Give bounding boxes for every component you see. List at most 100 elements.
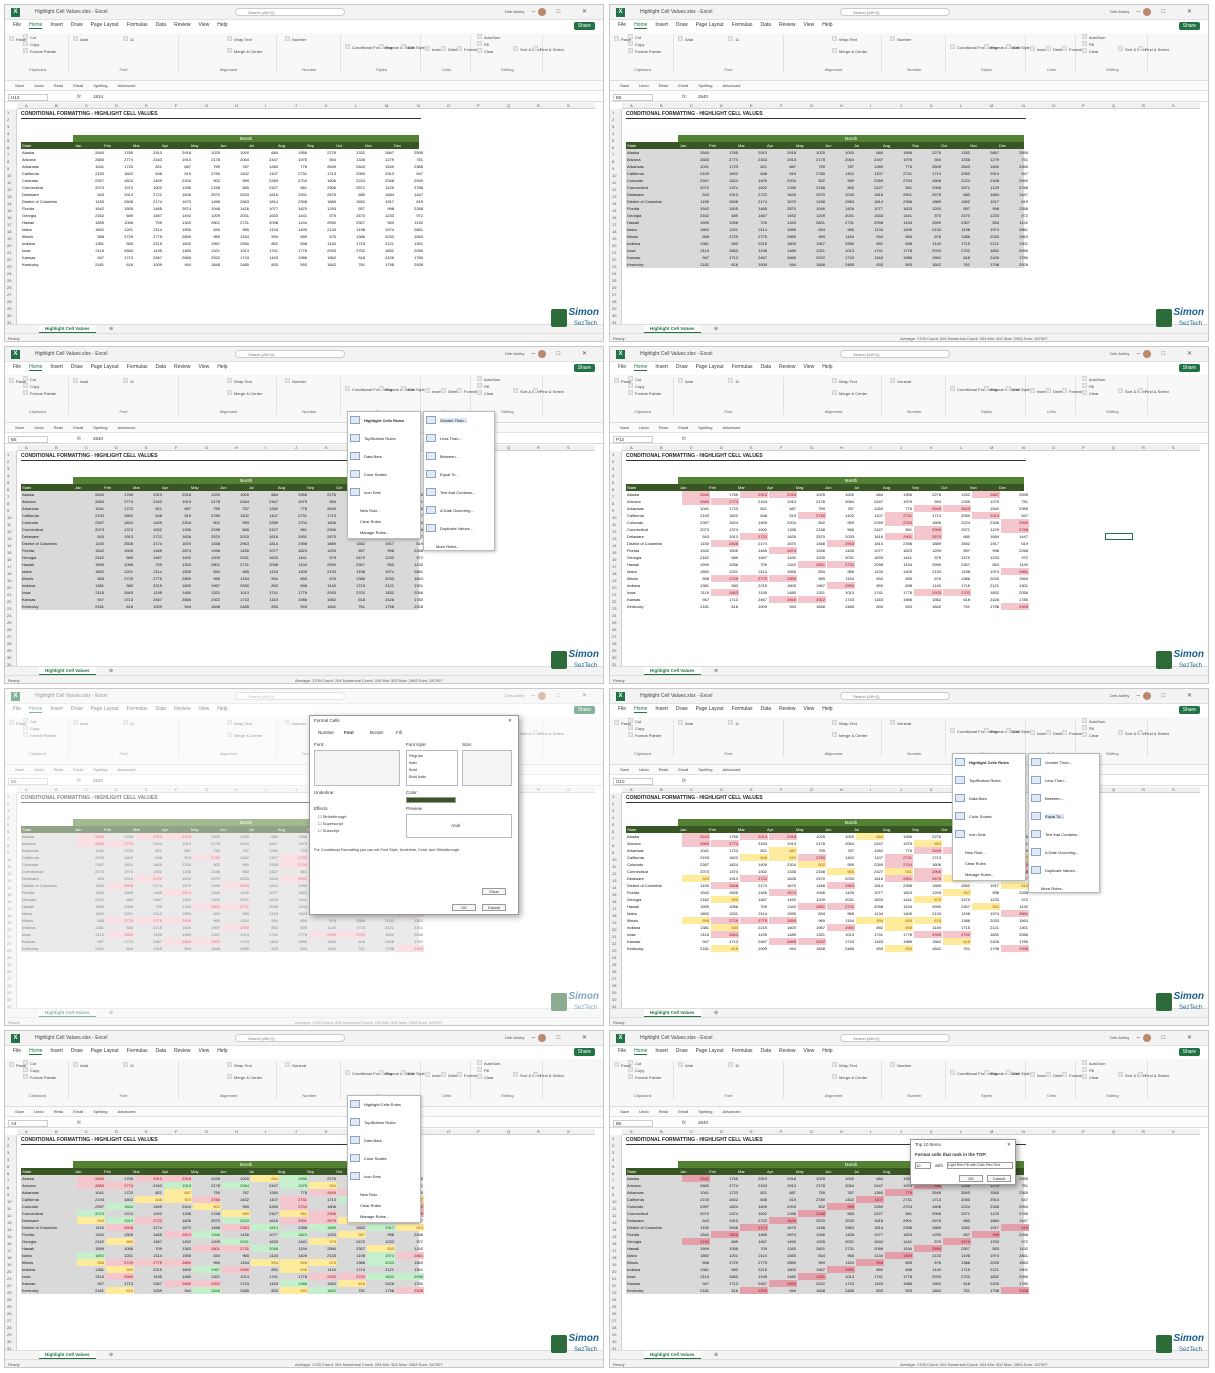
value-cell[interactable]: 2348 <box>990 178 999 183</box>
value-cell[interactable]: 1616 <box>269 192 278 197</box>
value-cell[interactable]: 1889 <box>932 1225 941 1230</box>
value-cell[interactable]: 2874 <box>787 206 796 211</box>
column-header[interactable]: R <box>537 445 540 450</box>
format-as-table-button[interactable]: Format as Table <box>991 45 1020 50</box>
value-cell[interactable]: 1195 <box>153 590 162 595</box>
ok-button[interactable]: OK <box>452 904 476 911</box>
cell-styles-button[interactable]: Cell Styles <box>408 387 427 392</box>
value-cell[interactable]: 2163 <box>153 1183 162 1188</box>
value-cell[interactable]: 2702 <box>943 589 971 596</box>
clear-button[interactable]: Clear <box>1089 1075 1099 1080</box>
value-cell[interactable]: 554 <box>329 157 336 162</box>
value-cell[interactable]: 2859 <box>769 917 797 924</box>
qat-redo[interactable]: Redo <box>53 767 64 772</box>
value-cell[interactable]: 1633 <box>269 213 278 218</box>
qat-save[interactable]: Save <box>15 83 25 88</box>
value-cell[interactable]: 759 <box>818 506 825 511</box>
column-header[interactable]: S <box>1172 787 1175 792</box>
value-cell[interactable]: 616 <box>731 262 738 267</box>
state-cell[interactable]: District of Columbia <box>22 1225 57 1230</box>
value-cell[interactable]: 751 <box>1021 499 1028 504</box>
state-cell[interactable]: Arkansas <box>22 848 39 853</box>
row-header[interactable]: 30 <box>7 1339 12 1344</box>
value-cell[interactable]: 2398 <box>903 541 912 546</box>
value-cell[interactable]: 1381 <box>95 1267 104 1272</box>
value-cell[interactable]: 1505 <box>729 548 738 553</box>
delete-cells-button[interactable]: Delete <box>1053 731 1065 736</box>
value-cell[interactable]: 1606 <box>327 178 336 183</box>
format-as-table-button[interactable]: Format as Table <box>386 1071 415 1076</box>
value-cell[interactable]: 2906 <box>327 527 336 532</box>
value-cell[interactable]: 2667 <box>990 150 999 155</box>
value-cell[interactable]: 1956 <box>298 492 307 497</box>
effect-checkbox[interactable]: ☐ Strikethrough <box>318 814 347 819</box>
state-cell[interactable]: Hawaii <box>22 562 35 567</box>
row-header[interactable]: 25 <box>7 620 12 625</box>
row-header[interactable]: 12 <box>7 529 12 534</box>
value-cell[interactable]: 2774 <box>711 840 739 847</box>
value-cell[interactable]: 1780 <box>1019 1281 1028 1286</box>
value-cell[interactable]: 2729 <box>729 234 738 239</box>
column-header[interactable]: F <box>780 103 783 108</box>
table-row[interactable]: California 2193 1602 648 519 2780 1402 1107 2731… <box>626 1196 1028 1203</box>
value-cell[interactable]: 959 <box>242 862 249 867</box>
column-header[interactable]: Q <box>507 445 511 450</box>
value-cell[interactable]: 2307 <box>356 562 365 567</box>
value-cell[interactable]: 944 <box>184 604 191 609</box>
value-cell[interactable]: 593 <box>300 604 307 609</box>
value-cell[interactable]: 2174 <box>153 199 162 204</box>
value-cell[interactable]: 1209 <box>211 1239 220 1244</box>
value-cell[interactable]: 1602 <box>124 171 133 176</box>
row-header[interactable]: 10 <box>612 515 617 520</box>
value-cell[interactable]: 2667 <box>972 491 1000 498</box>
tab-view[interactable]: View <box>803 364 815 370</box>
tab-file[interactable]: File <box>618 22 627 28</box>
value-cell[interactable]: 2667 <box>385 150 394 155</box>
value-cell[interactable]: 2073 <box>77 1210 105 1217</box>
value-cell[interactable]: 1260 <box>269 164 278 169</box>
value-cell[interactable]: 1150 <box>95 883 104 888</box>
column-header[interactable]: E <box>145 445 148 450</box>
avatar[interactable] <box>538 8 546 16</box>
value-cell[interactable]: 2215 <box>758 241 767 246</box>
value-cell[interactable]: 834 <box>818 1253 825 1258</box>
value-cell[interactable]: 2133 <box>327 569 336 574</box>
value-cell[interactable]: 593 <box>905 1288 912 1293</box>
value-cell[interactable]: 2649 <box>914 847 942 854</box>
state-cell[interactable]: Florida <box>627 1232 640 1237</box>
value-cell[interactable]: 558 <box>97 576 104 581</box>
value-cell[interactable]: 2215 <box>758 583 767 588</box>
value-cell[interactable]: 2114 <box>758 569 767 574</box>
value-cell[interactable]: 2064 <box>240 499 249 504</box>
value-cell[interactable]: 2050 <box>961 171 970 176</box>
value-cell[interactable]: 1335 <box>961 157 970 162</box>
value-cell[interactable]: 1150 <box>700 1225 709 1230</box>
state-cell[interactable]: Florida <box>22 548 35 553</box>
copy-button[interactable]: Copy <box>635 42 645 47</box>
value-cell[interactable]: 959 <box>847 178 854 183</box>
value-cell[interactable]: 519 <box>184 513 191 518</box>
value-cell[interactable]: 2178 <box>816 499 825 504</box>
value-cell[interactable]: 2913 <box>153 492 162 497</box>
sort-filter-button[interactable]: Sort & Filter <box>520 389 542 394</box>
state-cell[interactable]: Kentucky <box>22 604 39 609</box>
column-header[interactable]: E <box>750 1129 753 1134</box>
value-cell[interactable]: 575 <box>914 896 942 903</box>
value-cell[interactable]: 1301 <box>1019 1267 1028 1272</box>
column-header[interactable]: S <box>567 103 570 108</box>
value-cell[interactable]: 2928 <box>1001 603 1029 610</box>
value-cell[interactable]: 1848 <box>816 1288 825 1293</box>
value-cell[interactable]: 1381 <box>700 583 709 588</box>
table-row[interactable]: Indiana 1381 583 2215 1600 1967 2950 892 698 1140… <box>21 1266 423 1273</box>
value-cell[interactable]: 1013 <box>845 590 854 595</box>
cut-button[interactable]: Cut <box>635 719 642 724</box>
row-header[interactable]: 19 <box>612 920 617 925</box>
column-header[interactable]: E <box>750 787 753 792</box>
value-cell[interactable]: 2163 <box>758 1183 767 1188</box>
value-cell[interactable]: 698 <box>885 924 913 931</box>
value-cell[interactable]: 2114 <box>758 911 767 916</box>
state-cell[interactable]: Georgia <box>22 555 37 560</box>
value-cell[interactable]: 2950 <box>240 583 249 588</box>
